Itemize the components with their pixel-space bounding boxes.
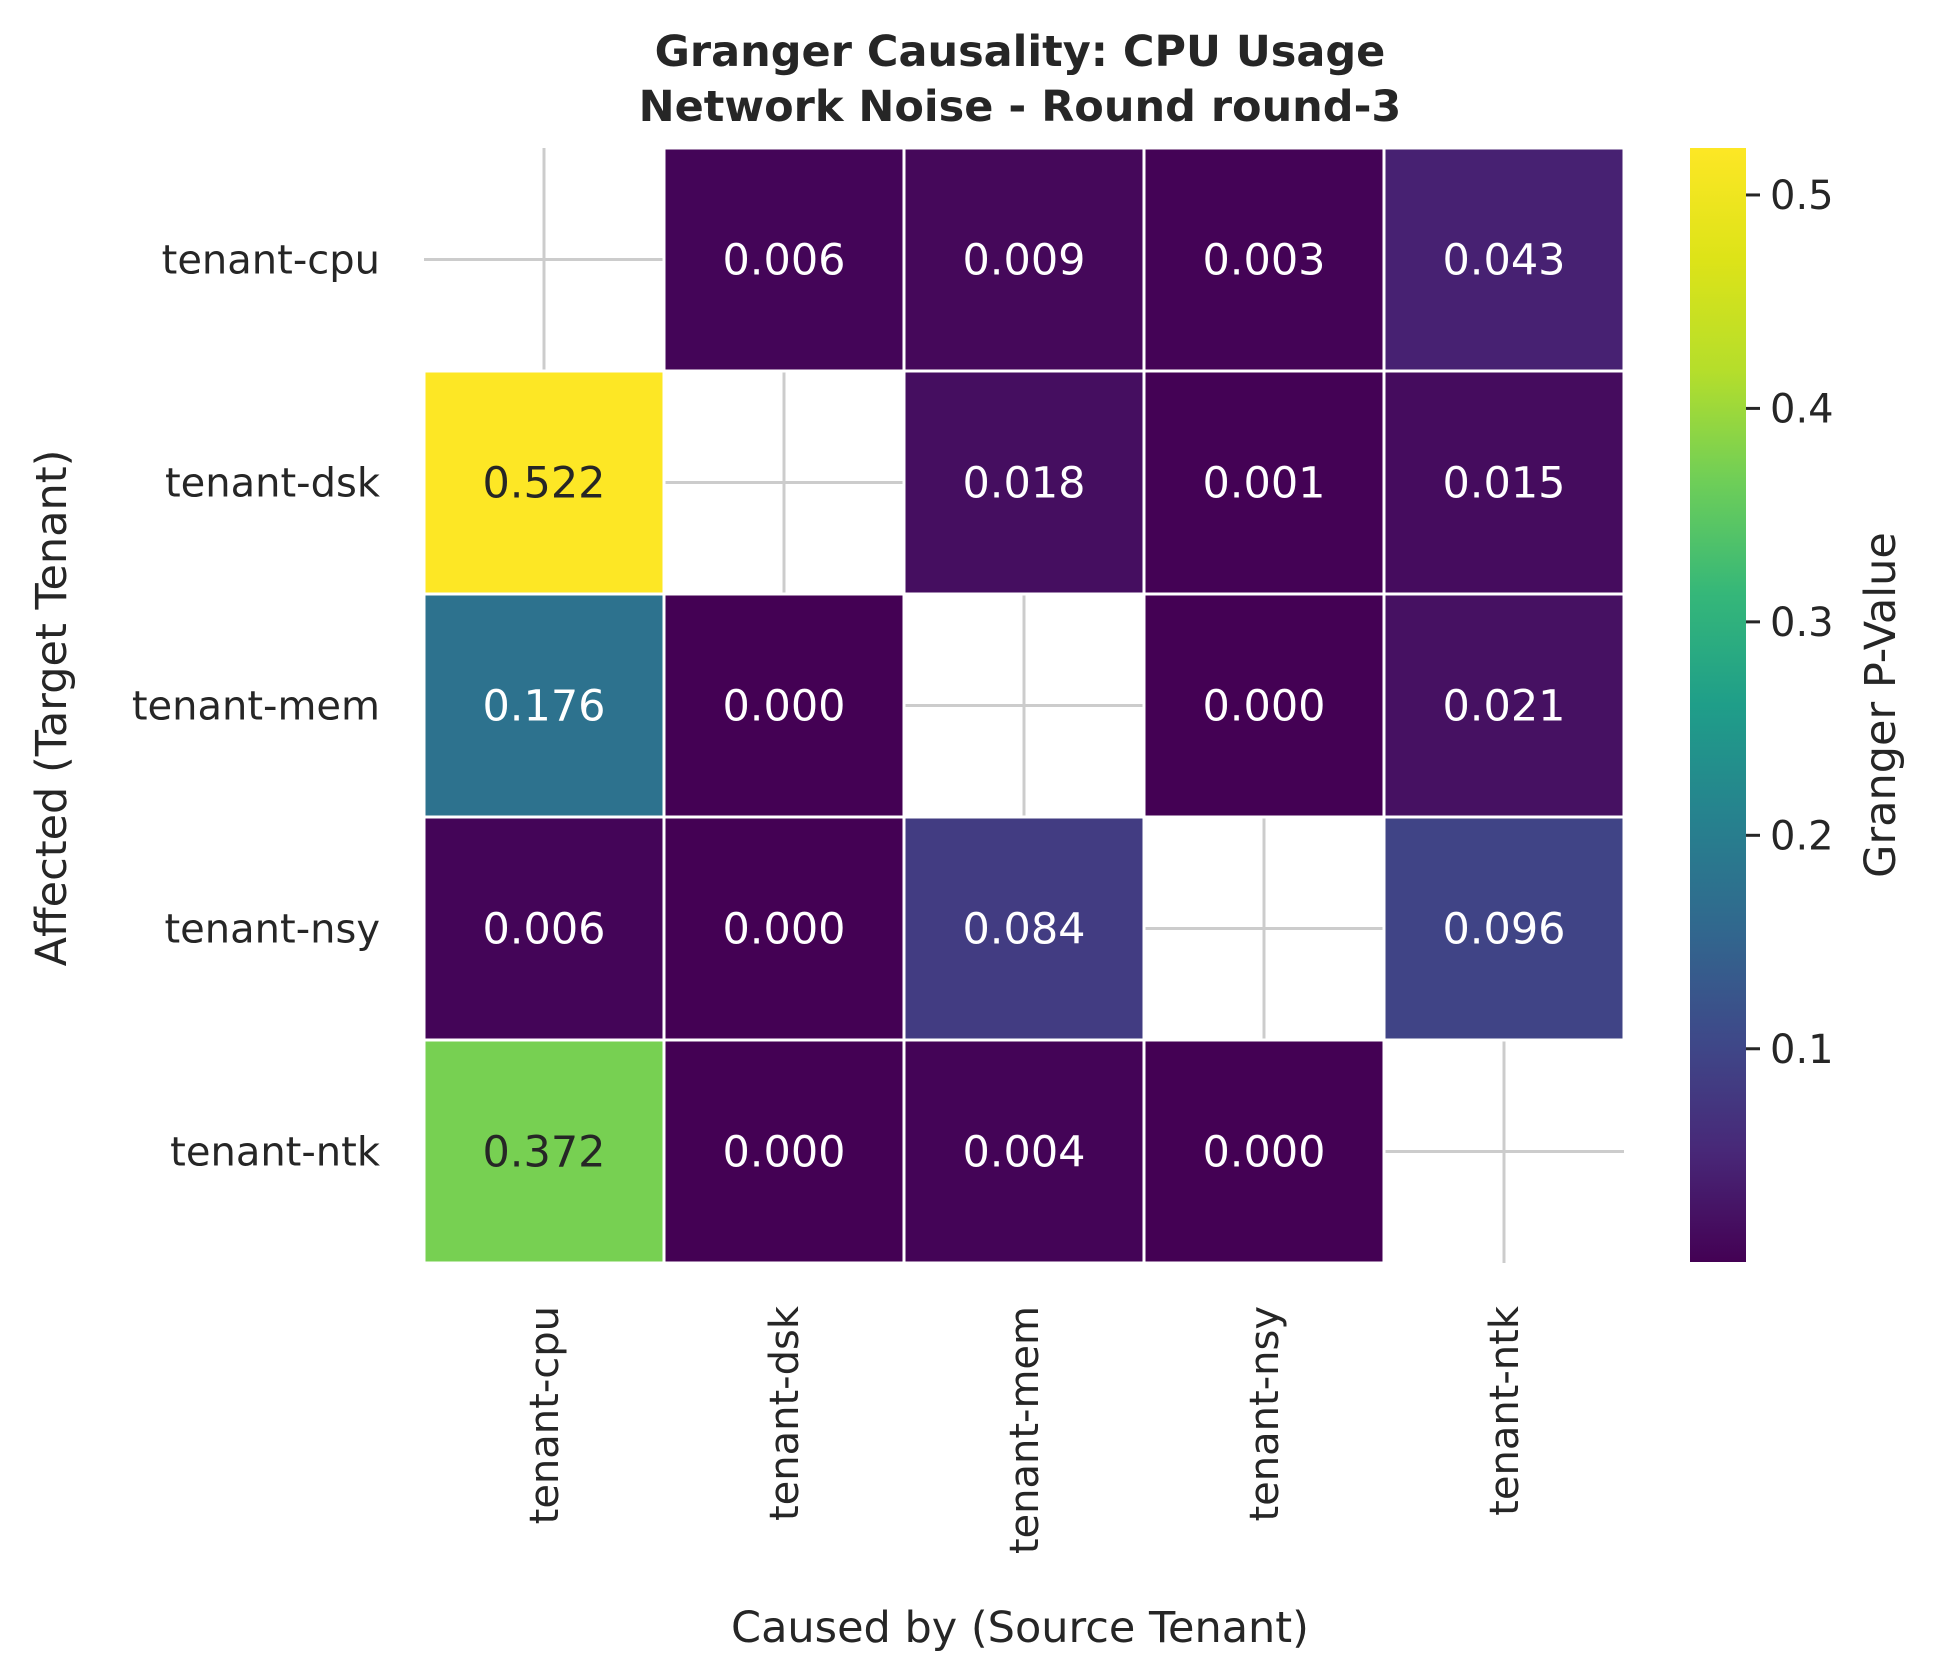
cell-value-label: 0.000 xyxy=(1202,1128,1325,1178)
cell-value-label: 0.006 xyxy=(482,905,605,955)
cell-value-label: 0.372 xyxy=(482,1128,605,1178)
x-tick-label: tenant-cpu xyxy=(522,1306,568,1524)
cell-value-label: 0.001 xyxy=(1202,459,1325,509)
heatmap-cell xyxy=(422,815,666,1042)
y-tick-label: tenant-nsy xyxy=(165,907,381,953)
heatmap-cell xyxy=(1382,815,1626,1042)
x-axis-tick-labels: tenant-cpu tenant-dsk tenant-mem tenant-nsy… xyxy=(522,1305,1528,1554)
chart-title-line2: Network Noise - Round round-3 xyxy=(639,82,1402,132)
heatmap-cell xyxy=(422,592,666,819)
y-axis-label: Affected (Target Tenant) xyxy=(27,450,77,967)
y-tick-label: tenant-mem xyxy=(132,684,380,730)
heatmap-cell xyxy=(662,1038,906,1265)
heatmap-cell xyxy=(422,1038,666,1265)
cell-value-label: 0.021 xyxy=(1442,682,1565,732)
colorbar-tick-label: 0.4 xyxy=(1770,386,1834,432)
cell-value-label: 0.004 xyxy=(962,1128,1085,1178)
cell-value-label: 0.096 xyxy=(1442,905,1565,955)
heatmap-cell xyxy=(662,592,906,819)
y-tick-label: tenant-ntk xyxy=(170,1130,381,1176)
x-axis-label: Caused by (Source Tenant) xyxy=(731,1603,1309,1653)
heatmap-cell xyxy=(902,1038,1146,1265)
colorbar-tick-label: 0.5 xyxy=(1770,173,1834,219)
x-tick-label: tenant-dsk xyxy=(762,1305,808,1521)
cell-value-label: 0.000 xyxy=(1202,682,1325,732)
heatmap-cells xyxy=(422,146,1626,1265)
x-tick-label: tenant-nsy xyxy=(1242,1306,1288,1522)
cell-value-label: 0.000 xyxy=(722,682,845,732)
colorbar-tick-label: 0.2 xyxy=(1770,813,1834,859)
cell-value-label: 0.015 xyxy=(1442,459,1565,509)
heatmap-cell xyxy=(1382,369,1626,596)
heatmap-cell xyxy=(1142,369,1386,596)
colorbar xyxy=(1690,148,1746,1262)
x-tick-label: tenant-mem xyxy=(1002,1306,1048,1554)
colorbar-label: Granger P-Value xyxy=(1856,532,1906,878)
y-tick-label: tenant-cpu xyxy=(162,238,380,284)
cell-value-label: 0.176 xyxy=(482,682,605,732)
cell-value-label: 0.003 xyxy=(1202,236,1325,286)
cell-value-label: 0.043 xyxy=(1442,236,1565,286)
x-tick-label: tenant-ntk xyxy=(1482,1305,1528,1516)
heatmap-cell-labels: 0.006 0.009 0.003 0.043 0.522 0.018 0.001 0.015… xyxy=(482,236,1565,1178)
cell-value-label: 0.000 xyxy=(722,1128,845,1178)
heatmap-cell xyxy=(902,815,1146,1042)
cell-value-label: 0.084 xyxy=(962,905,1085,955)
y-tick-label: tenant-dsk xyxy=(165,461,381,507)
cell-value-label: 0.018 xyxy=(962,459,1085,509)
cell-value-label: 0.000 xyxy=(722,905,845,955)
cell-value-label: 0.009 xyxy=(962,236,1085,286)
chart-title-line1: Granger Causality: CPU Usage xyxy=(655,27,1386,77)
heatmap-cell xyxy=(662,815,906,1042)
heatmap-cell xyxy=(902,146,1146,373)
colorbar-tick-label: 0.3 xyxy=(1770,600,1834,646)
heatmap-cell xyxy=(1142,592,1386,819)
heatmap-cell xyxy=(1382,146,1626,373)
cell-value-label: 0.522 xyxy=(482,459,605,509)
heatmap-cell xyxy=(422,369,666,596)
cell-value-label: 0.006 xyxy=(722,236,845,286)
heatmap-cell xyxy=(1142,1038,1386,1265)
heatmap-cell xyxy=(1382,592,1626,819)
colorbar-ticks: 0.1 0.2 0.3 0.4 0.5 xyxy=(1746,173,1834,1073)
colorbar-tick-label: 0.1 xyxy=(1770,1027,1834,1073)
heatmap-cell xyxy=(902,369,1146,596)
y-axis-tick-labels: tenant-cpu tenant-dsk tenant-mem tenant-nsy… xyxy=(132,238,381,1176)
